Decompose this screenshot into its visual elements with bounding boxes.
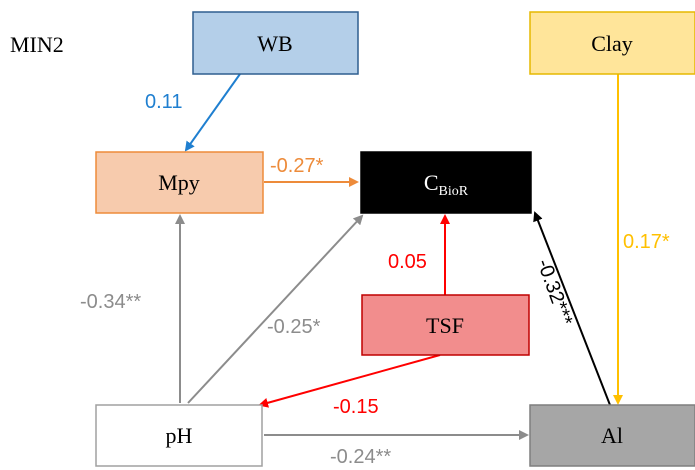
edge-wb-mpy (184, 73, 241, 152)
node-wb: WB (192, 11, 359, 75)
edge-al-cbior (533, 211, 611, 406)
node-cbior-label-main: C (424, 170, 439, 195)
node-cbior-box (360, 151, 532, 214)
coef-ph-mpy: -0.34** (80, 291, 141, 313)
node-tsf-box (361, 294, 530, 356)
node-mpy-label: Mpy (158, 170, 200, 195)
node-clay-box (529, 11, 695, 75)
node-clay-label: Clay (591, 31, 633, 56)
coef-mpy-cbior: -0.27* (270, 155, 324, 177)
node-tsf-label: TSF (426, 313, 464, 338)
coef-clay-al: 0.17* (623, 231, 670, 253)
node-al: Al (529, 404, 695, 467)
node-ph: pH (95, 404, 263, 467)
coef-al-cbior: -0.32*** (532, 256, 576, 329)
coef-ph-al: -0.24** (330, 446, 391, 468)
coef-ph-cbior: -0.25* (267, 316, 321, 338)
edge-ph-cbior (187, 214, 364, 404)
edges (175, 73, 623, 440)
node-clay: Clay (529, 11, 695, 75)
node-al-label: Al (601, 423, 623, 448)
node-mpy-box (95, 151, 264, 214)
diagram-title: MIN2 (10, 32, 64, 57)
node-al-box (529, 404, 695, 467)
edge-tsf-ph (258, 354, 441, 408)
node-cbior: CBioR (360, 151, 532, 214)
coef-tsf-cbior: 0.05 (388, 251, 427, 273)
node-ph-label: pH (166, 423, 193, 448)
node-tsf: TSF (361, 294, 530, 356)
node-mpy: Mpy (95, 151, 264, 214)
node-cbior-label: CBioR (424, 170, 469, 199)
node-wb-label: WB (257, 31, 292, 56)
node-wb-box (192, 11, 359, 75)
node-ph-box (95, 404, 263, 467)
coef-wb-mpy: 0.11 (145, 91, 182, 113)
node-cbior-label-sub: BioR (439, 184, 469, 199)
coef-tsf-ph: -0.15 (333, 396, 379, 418)
